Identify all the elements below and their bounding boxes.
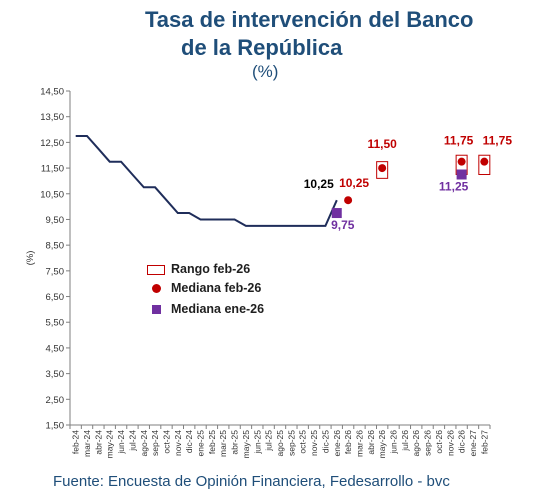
x-tick-label: dic-24 <box>184 430 194 453</box>
y-tick-label: 10,50 <box>40 189 64 200</box>
x-tick-label: sep-26 <box>423 430 433 456</box>
x-tick-label: mar-26 <box>354 430 364 457</box>
series-line-tasa <box>75 135 338 227</box>
x-tick-label: ago-26 <box>411 430 421 457</box>
data-label: 11,75 <box>444 134 474 148</box>
x-tick-label: dic-25 <box>320 430 330 453</box>
data-label: 10,25 <box>339 176 369 190</box>
x-tick-label: jun-25 <box>252 430 262 455</box>
median-feb-marker <box>344 196 353 205</box>
legend-label-median-feb: Mediana feb-26 <box>171 281 262 295</box>
x-tick-label: feb-24 <box>71 430 81 454</box>
data-label: 11,25 <box>439 180 469 194</box>
y-tick-label: 6,50 <box>46 292 65 303</box>
chart-subtitle: (%) <box>252 62 279 81</box>
y-tick-label: 2,50 <box>46 395 65 406</box>
x-tick-label: jul-26 <box>400 430 410 452</box>
range-swatch-icon <box>147 264 165 275</box>
x-tick-label: ago-24 <box>139 430 149 457</box>
x-tick-label: oct-25 <box>298 430 308 454</box>
x-tick-label: ene-25 <box>196 430 206 457</box>
x-tick-label: mar-24 <box>82 430 92 457</box>
chart-title-line-1: Tasa de intervención del Banco <box>145 7 474 32</box>
x-tick-label: sep-24 <box>150 430 160 456</box>
x-tick-label: nov-26 <box>445 430 455 456</box>
median-ene-marker <box>331 208 342 219</box>
x-tick-label: ene-27 <box>468 430 478 457</box>
legend-item-median-feb: Mediana feb-26 <box>149 281 261 295</box>
data-label: 9,75 <box>331 218 355 232</box>
x-tick-label: abr-26 <box>366 430 376 455</box>
x-tick-label: may-25 <box>241 430 251 459</box>
y-axis-label: (%) <box>25 251 36 266</box>
x-tick-label: jun-26 <box>389 430 399 455</box>
y-tick-label: 7,50 <box>46 266 65 277</box>
median-feb-marker <box>480 157 489 166</box>
source-note: Fuente: Encuesta de Opinión Financiera, … <box>53 473 450 490</box>
legend-label-range: Rango feb-26 <box>171 262 251 276</box>
x-tick-label: jun-24 <box>116 430 126 455</box>
x-tick-label: jul-24 <box>127 430 137 452</box>
x-tick-label: oct-24 <box>161 430 171 454</box>
y-tick-label: 4,50 <box>46 343 65 354</box>
x-tick-label: nov-25 <box>309 430 319 456</box>
data-label: 11,75 <box>483 134 513 148</box>
x-tick-label: may-26 <box>377 430 387 459</box>
data-label: 10,25 <box>304 177 334 191</box>
y-tick-label: 14,50 <box>40 87 64 98</box>
x-tick-label: feb-27 <box>479 430 489 454</box>
y-tick-label: 1,50 <box>46 421 65 432</box>
median-ene-marker <box>456 169 467 180</box>
y-tick-label: 8,50 <box>46 241 65 252</box>
x-tick-label: mar-25 <box>218 430 228 457</box>
median-feb-dot-icon <box>152 284 161 294</box>
x-tick-label: sep-25 <box>286 430 296 456</box>
x-tick-label: ago-25 <box>275 430 285 457</box>
x-tick-label: feb-25 <box>207 430 217 454</box>
legend-item-median-ene: Mediana ene-26 <box>150 302 264 316</box>
data-label: 11,50 <box>367 137 397 151</box>
x-tick-label: dic-26 <box>457 430 467 453</box>
x-tick-label: nov-24 <box>173 430 183 456</box>
y-tick-label: 11,50 <box>41 164 64 175</box>
legend-item-range: Rango feb-26 <box>147 262 250 276</box>
x-tick-label: abr-25 <box>230 430 240 455</box>
legend-label-median-ene: Mediana ene-26 <box>171 302 265 316</box>
x-tick-label: jul-25 <box>264 430 274 452</box>
median-ene-square-icon <box>152 305 161 315</box>
median-feb-marker <box>457 157 466 166</box>
y-tick-label: 12,50 <box>40 138 64 149</box>
x-tick-label: feb-26 <box>343 430 353 454</box>
y-tick-label: 5,50 <box>46 318 65 329</box>
median-feb-marker <box>378 164 387 173</box>
x-tick-label: abr-24 <box>93 430 103 455</box>
x-tick-label: oct-26 <box>434 430 444 454</box>
y-tick-label: 3,50 <box>46 369 65 380</box>
x-tick-label: may-24 <box>105 430 115 459</box>
x-tick-label: ene-26 <box>332 430 342 457</box>
chart-title-line-2: de la República <box>181 35 343 60</box>
y-tick-label: 9,50 <box>46 215 65 226</box>
y-tick-label: 13,50 <box>40 112 64 123</box>
